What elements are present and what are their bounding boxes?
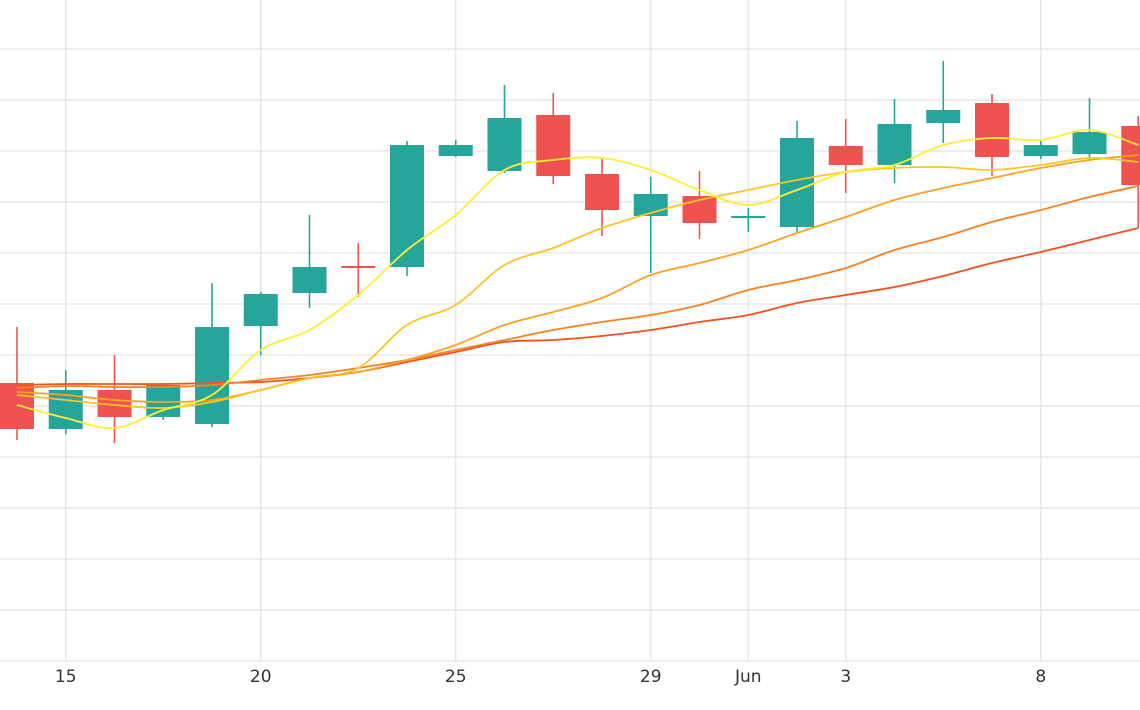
candle-body (536, 115, 571, 176)
moving-average-line (16, 185, 1139, 389)
x-tick-label: 20 (250, 667, 272, 687)
candle-body (487, 118, 522, 171)
x-tick-label: 25 (445, 667, 467, 687)
candle-body (292, 267, 327, 293)
moving-average-line (16, 129, 1139, 430)
candle-body (195, 327, 229, 424)
moving-average-line (16, 227, 1139, 386)
candle-body (731, 216, 766, 218)
candle-body (1023, 145, 1058, 156)
candle-body (926, 110, 961, 123)
candle-body (975, 103, 1009, 157)
candle-body (438, 145, 473, 156)
candle-body (0, 383, 34, 429)
candle-body (1072, 132, 1107, 154)
x-tick-label: 15 (55, 667, 77, 687)
candle-body (390, 145, 424, 267)
moving-average-line (16, 157, 1139, 409)
x-tick-label: 29 (640, 667, 662, 687)
candle-body (828, 146, 863, 165)
x-tick-label: 8 (1035, 667, 1046, 687)
x-tick-label: Jun (734, 667, 762, 687)
candle-body (585, 174, 619, 210)
moving-average-line (16, 154, 1139, 403)
candle-body (341, 266, 376, 268)
candle-body (877, 124, 912, 165)
candle-body (243, 294, 278, 326)
x-tick-label: 3 (840, 667, 851, 687)
